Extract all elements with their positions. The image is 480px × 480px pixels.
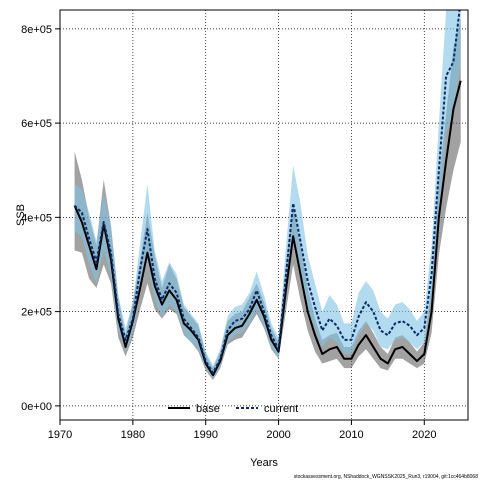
series-lines [73,10,462,377]
x-tick-label: 2020 [412,429,436,441]
x-tick-label: 1970 [48,429,72,441]
y-axis-title: SSB [15,204,27,226]
credit-text: stockassessment.org, NShaddock_WGNSSK202… [294,474,478,480]
legend-base-label: base [196,403,220,415]
confidence-bands [74,10,461,380]
current-series-line [73,10,461,374]
legend-current-label: current [264,403,298,415]
y-axis: 0e+00 2e+05 4e+05 6e+05 8e+05 [21,24,60,413]
x-tick-label: 1990 [193,429,217,441]
y-tick-label: 8e+05 [21,24,52,36]
base-series-line [73,80,462,377]
legend: base current [168,403,298,415]
x-tick-label: 1980 [121,429,145,441]
y-tick-label: 6e+05 [21,118,52,130]
x-axis-title: Years [250,457,278,469]
y-tick-label: 4e+05 [21,212,52,224]
plot-frame [59,9,469,421]
x-axis: 1970 1980 1990 2000 2010 2020 [48,420,437,441]
x-tick-label: 2000 [266,429,290,441]
y-tick-label: 0e+00 [21,401,52,413]
y-tick-label: 2e+05 [21,307,52,319]
current-confidence-band [74,10,461,379]
x-tick-label: 2010 [339,429,363,441]
